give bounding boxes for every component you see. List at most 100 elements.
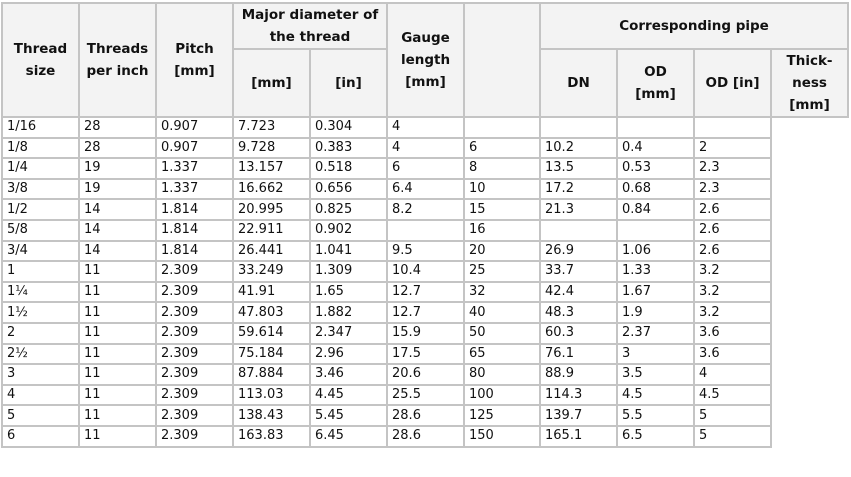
cell-dn: 65: [463, 342, 542, 366]
header-threads-per-inch: Threads per inch: [78, 2, 157, 118]
cell-pitch: 0.907: [155, 116, 234, 139]
header-major-diameter: Major diameter of the thread: [231, 2, 389, 50]
cell-gauge-length: 17.5: [386, 342, 466, 366]
cell-major-mm: 13.157: [232, 157, 311, 180]
cell-major-in: 0.383: [308, 136, 389, 160]
cell-thread-size: 3/8: [1, 177, 80, 201]
cell-dn: [463, 116, 542, 139]
cell-threads-per-inch: 14: [78, 239, 157, 263]
cell-od-in: 3: [616, 342, 696, 366]
cell-thread-size: 1/16: [1, 116, 80, 139]
cell-thread-size: 5: [1, 404, 80, 427]
cell-major-in: 1.65: [308, 280, 389, 304]
cell-gauge-length: 4: [386, 136, 466, 160]
table-row: 3/4 14 1.814 26.441 1.041 9.5 20 26.9 1.06 2.6: [1, 239, 848, 263]
cell-thread-size: 1½: [1, 301, 80, 324]
cell-major-in: 1.882: [308, 301, 389, 324]
cell-pitch: 1.814: [155, 218, 234, 242]
cell-major-mm: 59.614: [232, 321, 311, 345]
cell-od-in: 0.84: [616, 198, 696, 221]
cell-thickness: 3.2: [693, 260, 773, 283]
cell-pitch: 2.309: [155, 280, 234, 304]
header-thickness: Thick-ness [mm]: [770, 48, 850, 118]
cell-od-in: 0.53: [616, 157, 696, 180]
table-row: 1½ 11 2.309 47.803 1.882 12.7 40 48.3 1.9 3.2: [1, 301, 848, 324]
cell-gauge-length: 4: [386, 116, 466, 139]
cell-major-in: 2.347: [308, 321, 389, 345]
cell-pitch: 2.309: [155, 321, 234, 345]
cell-gauge-length: 12.7: [386, 301, 466, 324]
cell-dn: 50: [463, 321, 542, 345]
cell-od-in: 1.06: [616, 239, 696, 263]
cell-od-in: 1.33: [616, 260, 696, 283]
cell-thickness: [693, 116, 773, 139]
cell-gauge-length: 25.5: [386, 383, 466, 407]
cell-dn: 25: [463, 260, 542, 283]
cell-od-mm: 26.9: [539, 239, 619, 263]
cell-od-in: 3.5: [616, 363, 696, 386]
table-row: 2½ 11 2.309 75.184 2.96 17.5 65 76.1 3 3.6: [1, 342, 848, 366]
cell-dn: 8: [463, 157, 542, 180]
cell-threads-per-inch: 11: [78, 260, 157, 283]
cell-thickness: 2: [693, 136, 773, 160]
cell-thread-size: 2½: [1, 342, 80, 366]
cell-dn: 80: [463, 363, 542, 386]
cell-thread-size: 1/2: [1, 198, 80, 221]
cell-pitch: 1.814: [155, 198, 234, 221]
cell-major-in: 1.309: [308, 260, 389, 283]
cell-major-in: 0.656: [308, 177, 389, 201]
header-od-mm: OD [mm]: [616, 48, 696, 118]
cell-threads-per-inch: 11: [78, 404, 157, 427]
cell-dn: 40: [463, 301, 542, 324]
cell-major-mm: 47.803: [232, 301, 311, 324]
cell-od-in: 2.37: [616, 321, 696, 345]
header-od-in: OD [in]: [693, 48, 773, 118]
cell-thickness: 2.6: [693, 218, 773, 242]
cell-threads-per-inch: 19: [78, 157, 157, 180]
cell-thickness: 2.6: [693, 239, 773, 263]
cell-major-mm: 26.441: [232, 239, 311, 263]
cell-gauge-length: 28.6: [386, 424, 466, 448]
cell-thickness: 3.6: [693, 342, 773, 366]
cell-od-in: 0.4: [616, 136, 696, 160]
cell-major-mm: 87.884: [232, 363, 311, 386]
cell-od-in: 1.67: [616, 280, 696, 304]
cell-major-in: 0.304: [308, 116, 389, 139]
cell-major-mm: 41.91: [232, 280, 311, 304]
header-gauge-length: Gauge length [mm]: [386, 2, 466, 118]
cell-pitch: 2.309: [155, 383, 234, 407]
cell-od-in: [616, 218, 696, 242]
cell-pitch: 1.337: [155, 157, 234, 180]
cell-gauge-length: 9.5: [386, 239, 466, 263]
cell-thread-size: 3/4: [1, 239, 80, 263]
cell-od-in: 1.9: [616, 301, 696, 324]
cell-od-mm: 10.2: [539, 136, 619, 160]
cell-threads-per-inch: 28: [78, 116, 157, 139]
cell-dn: 150: [463, 424, 542, 448]
cell-thread-size: 4: [1, 383, 80, 407]
cell-od-mm: 21.3: [539, 198, 619, 221]
cell-gauge-length: 28.6: [386, 404, 466, 427]
cell-thickness: 2.3: [693, 157, 773, 180]
header-dn: DN: [539, 48, 619, 118]
cell-od-in: 4.5: [616, 383, 696, 407]
table-row: 6 11 2.309 163.83 6.45 28.6 150 165.1 6.5 5: [1, 424, 848, 448]
cell-threads-per-inch: 11: [78, 321, 157, 345]
table-row: 1 11 2.309 33.249 1.309 10.4 25 33.7 1.33 3.2: [1, 260, 848, 283]
cell-major-in: 5.45: [308, 404, 389, 427]
cell-threads-per-inch: 19: [78, 177, 157, 201]
cell-thickness: 4: [693, 363, 773, 386]
header-pitch: Pitch [mm]: [155, 2, 234, 118]
cell-gauge-length: 6: [386, 157, 466, 180]
cell-thickness: 2.6: [693, 198, 773, 221]
cell-thickness: 2.3: [693, 177, 773, 201]
cell-threads-per-inch: 14: [78, 218, 157, 242]
cell-major-in: 6.45: [308, 424, 389, 448]
cell-od-in: 6.5: [616, 424, 696, 448]
cell-pitch: 2.309: [155, 404, 234, 427]
cell-dn: 20: [463, 239, 542, 263]
cell-threads-per-inch: 11: [78, 424, 157, 448]
cell-od-mm: 88.9: [539, 363, 619, 386]
header-major-in: [in]: [308, 48, 389, 118]
cell-dn: 125: [463, 404, 542, 427]
